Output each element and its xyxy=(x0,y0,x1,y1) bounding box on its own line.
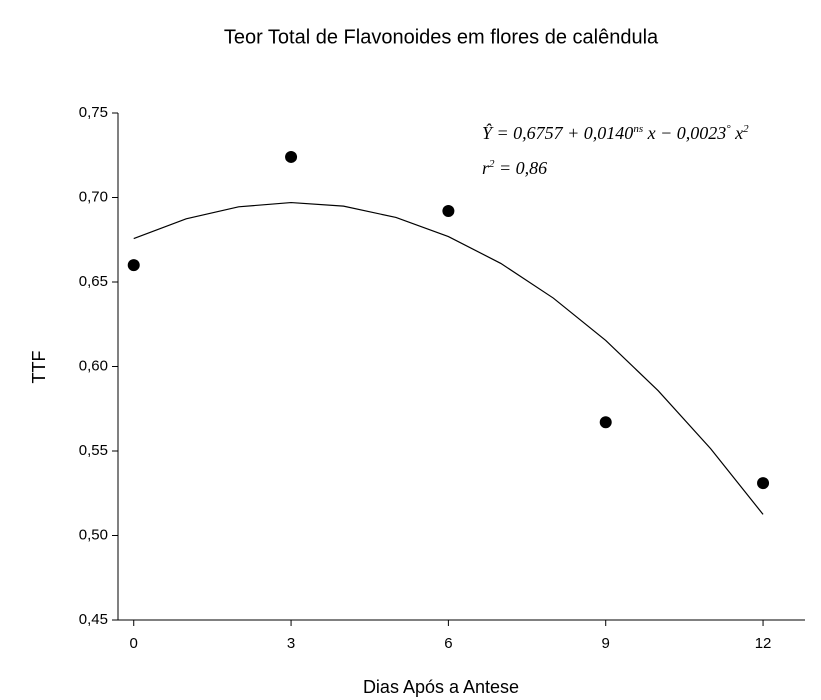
x-tick-label: 3 xyxy=(287,635,295,652)
equation-part: Ŷ = 0,6757 + 0,0140 xyxy=(482,122,633,143)
x-tick-label: 12 xyxy=(755,635,772,652)
x-tick-label: 6 xyxy=(444,635,452,652)
y-tick-label: 0,55 xyxy=(79,442,108,459)
chart-title: Teor Total de Flavonoides em flores de c… xyxy=(224,26,659,48)
equation-part: 2 xyxy=(743,123,749,135)
r-squared-part: r xyxy=(482,158,490,178)
x-tick-label: 0 xyxy=(130,635,138,652)
r-squared-part: = 0,86 xyxy=(495,158,548,178)
equation-part: ns xyxy=(633,123,643,135)
data-point xyxy=(285,150,298,163)
y-tick-label: 0,45 xyxy=(79,611,108,628)
r-squared-part: 2 xyxy=(489,158,495,170)
x-tick-label: 9 xyxy=(602,635,610,652)
r-squared: r2 = 0,86 xyxy=(482,158,547,179)
data-point xyxy=(442,205,455,218)
data-point xyxy=(757,477,770,490)
y-tick-label: 0,70 xyxy=(79,188,108,205)
data-point xyxy=(127,259,140,272)
y-tick-label: 0,60 xyxy=(79,357,108,374)
equation-part: x xyxy=(731,123,744,143)
x-axis-label: Dias Após a Antese xyxy=(363,677,519,697)
equation-part: x − 0,0023 xyxy=(643,123,726,143)
y-tick-label: 0,65 xyxy=(79,273,108,290)
y-axis-label: TTF xyxy=(29,351,49,384)
fit-curve xyxy=(133,201,764,515)
y-tick-label: 0,75 xyxy=(79,104,108,121)
equation: Ŷ = 0,6757 + 0,0140ns x − 0,0023° x2 xyxy=(482,122,749,143)
equation-part: ° xyxy=(726,123,731,135)
data-point xyxy=(599,416,612,429)
y-tick-label: 0,50 xyxy=(79,526,108,543)
